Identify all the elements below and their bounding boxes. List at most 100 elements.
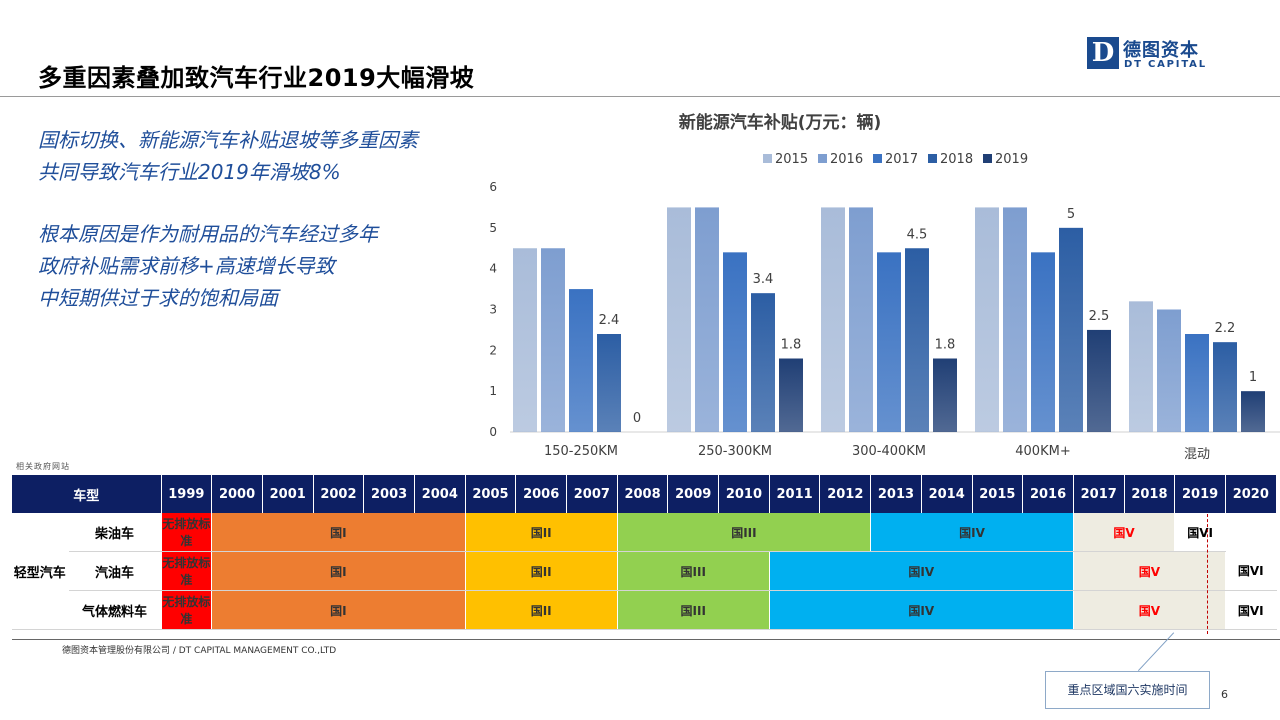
legend-label: 2019 — [995, 152, 1028, 167]
bar-2019 — [933, 358, 957, 432]
table-header-year: 2016 — [1022, 475, 1074, 513]
bar-2015 — [1129, 301, 1153, 432]
legend-swatch — [873, 154, 882, 163]
y-tick-label: 2 — [489, 343, 497, 357]
key-points: 国标切换、新能源汽车补贴退坡等多重因素 共同导致汽车行业2019年滑坡8% 根本… — [38, 124, 418, 314]
data-label: 1.8 — [781, 338, 802, 353]
table-header-year: 2010 — [718, 475, 770, 513]
bar-2018 — [1213, 342, 1237, 432]
emission-standard-cell: 国IV — [769, 590, 1074, 630]
x-category-label: 150-250KM — [544, 444, 618, 459]
table-row: 汽油车 无排放标准 国I 国II 国III 国IV 国V 国VI — [12, 551, 1277, 591]
emission-standard-cell: 国III — [617, 513, 872, 552]
emission-standard-cell: 国I — [211, 551, 466, 591]
emission-standard-cell: 国II — [465, 590, 618, 630]
source-note: 相关政府网站 — [16, 462, 70, 471]
bar-2017 — [877, 252, 901, 432]
bar-2016 — [849, 207, 873, 432]
emission-standard-cell: 国V — [1073, 590, 1226, 630]
table-header-year: 2004 — [414, 475, 466, 513]
key-point-line: 根本原因是作为耐用品的汽车经过多年 — [38, 222, 378, 246]
table-header-year: 2005 — [465, 475, 517, 513]
table-header-year: 2000 — [211, 475, 263, 513]
table-header-year: 2018 — [1124, 475, 1176, 513]
data-label: 5 — [1067, 207, 1075, 222]
emission-standard-cell: 无排放标准 — [161, 513, 213, 552]
fuel-type-cell: 汽油车 — [68, 551, 162, 591]
x-category-label: 混动 — [1184, 447, 1210, 462]
data-label: 2.4 — [599, 313, 620, 328]
table-header-vehicle-type: 车型 — [12, 475, 162, 513]
bar-2019 — [1241, 391, 1265, 432]
emission-standard-cell: 国IV — [769, 551, 1074, 591]
subsidy-bar-chart: 新能源汽车补贴(万元：辆) 2015 2016 2017 2018 2019 0 1 2 3 4 5 6… — [489, 112, 1280, 462]
bar-2016 — [1157, 309, 1181, 432]
emission-standard-cell: 国V — [1073, 551, 1226, 591]
emission-standard-cell: 国III — [617, 590, 770, 630]
legend-swatch — [983, 154, 992, 163]
page-title: 多重因素叠加致汽车行业2019大幅滑坡 — [38, 64, 475, 92]
bar-2017 — [1031, 252, 1055, 432]
key-point-line: 共同导致汽车行业2019年滑坡8% — [38, 160, 341, 184]
table-header-year: 2017 — [1073, 475, 1125, 513]
emission-standard-cell: 国IV — [870, 513, 1074, 552]
emission-standard-cell: 国VI — [1225, 551, 1277, 591]
bar-2017 — [723, 252, 747, 432]
data-label: 1.8 — [935, 338, 956, 353]
emission-standard-cell: 国II — [465, 513, 618, 552]
table-header-year: 2001 — [262, 475, 314, 513]
bar-2018 — [1059, 227, 1083, 432]
vehicle-category-cell: 轻型汽车 — [12, 513, 69, 630]
y-tick-label: 1 — [489, 384, 497, 398]
emission-standard-table: 车型 1999 2000 2001 2002 2003 2004 2005 2006 2007 20… — [12, 475, 1277, 630]
key-point-line: 国标切换、新能源汽车补贴退坡等多重因素 — [38, 128, 418, 152]
legend-label: 2017 — [885, 152, 918, 167]
legend-swatch — [928, 154, 937, 163]
table-header-year: 2009 — [667, 475, 720, 513]
bar-2016 — [695, 207, 719, 432]
emission-standard-cell: 国VI — [1225, 590, 1277, 630]
table-bottom-rule — [12, 639, 1280, 640]
fuel-type-cell: 柴油车 — [68, 513, 162, 552]
logo-icon: D — [1087, 37, 1119, 69]
x-category-label: 400KM+ — [1015, 444, 1070, 459]
bar-2018 — [751, 293, 775, 432]
bar-2015 — [821, 207, 845, 432]
table-header-year: 2014 — [921, 475, 973, 513]
key-point-line: 政府补贴需求前移+高速增长导致 — [38, 254, 335, 278]
page-number: 6 — [1221, 688, 1228, 701]
callout-box: 重点区域国六实施时间 — [1045, 671, 1210, 709]
table-header-year: 2019 — [1174, 475, 1226, 513]
emission-standard-cell: 国V — [1073, 513, 1176, 552]
table-header-year: 2013 — [870, 475, 922, 513]
bar-2015 — [513, 248, 537, 432]
table-row: 轻型汽车 柴油车 无排放标准 国I 国II 国III 国IV 国V 国VI — [12, 513, 1276, 630]
table-header-year: 2012 — [819, 475, 872, 513]
legend-label: 2015 — [775, 152, 808, 167]
bar-2019 — [779, 358, 803, 432]
logo-english-name: DT CAPITAL — [1124, 59, 1207, 70]
table-header-year: 2015 — [972, 475, 1024, 513]
table-header-year: 1999 — [161, 475, 213, 513]
chart-title: 新能源汽车补贴(万元：辆) — [679, 112, 882, 133]
bar-2018 — [905, 248, 929, 432]
table-header-year: 2020 — [1225, 475, 1277, 513]
bar-2015 — [667, 207, 691, 432]
table-header-year: 2011 — [769, 475, 821, 513]
emission-standard-cell: 国III — [617, 551, 770, 591]
emission-standard-cell: 无排放标准 — [161, 551, 213, 591]
table-header-year: 2003 — [363, 475, 415, 513]
bar-2019 — [1087, 329, 1111, 432]
table-header-year: 2006 — [515, 475, 567, 513]
emission-standard-cell: 无排放标准 — [161, 590, 213, 630]
x-category-label: 300-400KM — [852, 444, 926, 459]
bar-2016 — [1003, 207, 1027, 432]
bar-2017 — [1185, 334, 1209, 432]
key-point-line: 中短期供过于求的饱和局面 — [38, 286, 278, 310]
data-label: 3.4 — [753, 272, 774, 287]
bar-2016 — [541, 248, 565, 432]
fuel-type-cell: 气体燃料车 — [68, 590, 162, 630]
table-header-year: 2002 — [313, 475, 365, 513]
legend-swatch — [818, 154, 827, 163]
emission-standard-cell: 国II — [465, 551, 618, 591]
